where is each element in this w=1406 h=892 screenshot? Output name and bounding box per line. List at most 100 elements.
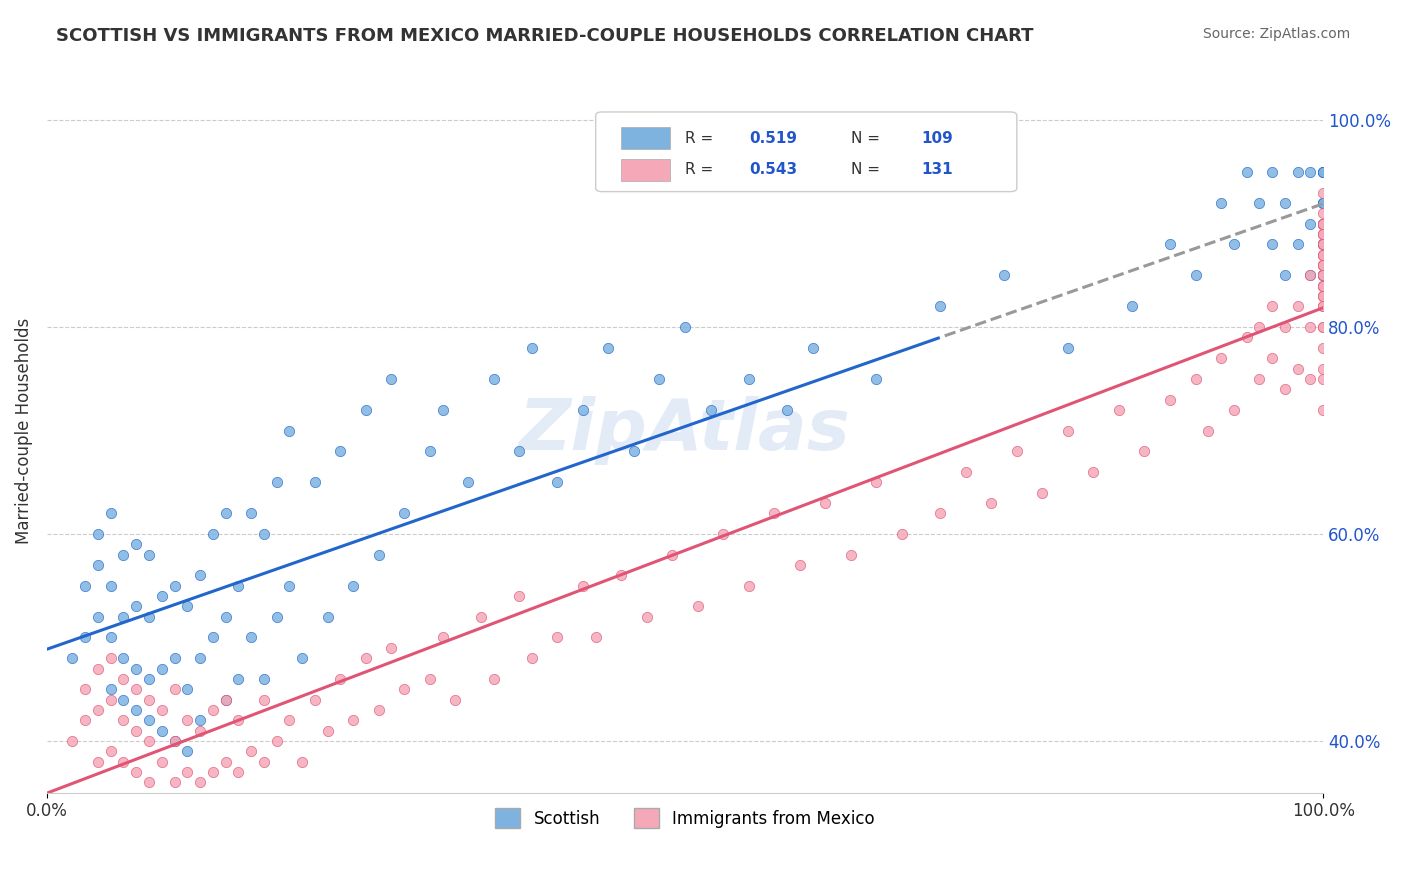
Point [100, 506, 122, 520]
Point [699, 403, 721, 417]
Point [240, 744, 263, 758]
Point [1005, 444, 1028, 458]
Point [253, 672, 276, 686]
Point [87, 609, 110, 624]
Point [100, 682, 122, 697]
Text: 0.519: 0.519 [749, 130, 797, 145]
Point [266, 609, 288, 624]
Point [62, 734, 84, 748]
Point [100, 651, 122, 665]
Point [738, 372, 761, 386]
Point [1274, 268, 1296, 283]
Point [1312, 186, 1334, 200]
Point [1197, 424, 1219, 438]
Point [138, 692, 160, 706]
Point [1312, 217, 1334, 231]
Point [138, 609, 160, 624]
Point [738, 579, 761, 593]
Point [1299, 268, 1322, 283]
Point [188, 775, 211, 789]
Point [1312, 237, 1334, 252]
Point [520, 651, 543, 665]
Point [329, 444, 352, 458]
Point [1312, 165, 1334, 179]
Point [955, 465, 977, 479]
Text: 0.543: 0.543 [749, 162, 797, 178]
Point [266, 734, 288, 748]
Point [1286, 300, 1309, 314]
Point [1312, 237, 1334, 252]
Point [1312, 196, 1334, 211]
Point [598, 341, 620, 355]
Point [100, 744, 122, 758]
Point [1312, 361, 1334, 376]
Point [1312, 237, 1334, 252]
Point [1312, 217, 1334, 231]
Point [125, 723, 148, 738]
Point [623, 444, 645, 458]
Point [214, 755, 236, 769]
Point [367, 703, 389, 717]
Point [1299, 268, 1322, 283]
Point [163, 775, 186, 789]
Point [163, 579, 186, 593]
Point [572, 403, 595, 417]
Point [1223, 403, 1246, 417]
Point [228, 713, 250, 727]
Point [1312, 237, 1334, 252]
Point [1312, 258, 1334, 272]
Point [201, 631, 224, 645]
Point [100, 631, 122, 645]
Point [1057, 341, 1080, 355]
Point [1312, 372, 1334, 386]
Point [354, 403, 377, 417]
Text: 131: 131 [921, 162, 953, 178]
Point [1286, 361, 1309, 376]
Point [188, 651, 211, 665]
Point [1312, 217, 1334, 231]
Point [1236, 165, 1258, 179]
Point [112, 651, 135, 665]
Point [546, 631, 568, 645]
Point [1286, 165, 1309, 179]
Point [419, 444, 441, 458]
Point [1274, 196, 1296, 211]
Point [1261, 165, 1284, 179]
Point [1286, 237, 1309, 252]
Point [1274, 320, 1296, 334]
Point [1312, 268, 1334, 283]
Point [150, 661, 173, 675]
Point [125, 537, 148, 551]
Point [457, 475, 479, 490]
Point [201, 764, 224, 779]
Point [1274, 382, 1296, 396]
Point [891, 527, 914, 541]
Point [138, 548, 160, 562]
Point [176, 764, 198, 779]
Point [1312, 258, 1334, 272]
Point [1236, 330, 1258, 344]
Point [1312, 227, 1334, 241]
Point [138, 672, 160, 686]
Point [1312, 300, 1334, 314]
Point [1299, 165, 1322, 179]
Point [394, 682, 416, 697]
Point [163, 734, 186, 748]
Point [163, 734, 186, 748]
Point [1249, 372, 1271, 386]
Point [253, 527, 276, 541]
Point [482, 372, 505, 386]
Point [112, 755, 135, 769]
Point [1261, 351, 1284, 366]
Point [100, 579, 122, 593]
Point [112, 609, 135, 624]
Point [1312, 403, 1334, 417]
Point [112, 692, 135, 706]
Point [839, 548, 862, 562]
Point [993, 268, 1015, 283]
Point [1312, 289, 1334, 303]
Point [1312, 341, 1334, 355]
Point [763, 506, 786, 520]
Point [1133, 444, 1156, 458]
Text: N =: N = [851, 162, 884, 178]
